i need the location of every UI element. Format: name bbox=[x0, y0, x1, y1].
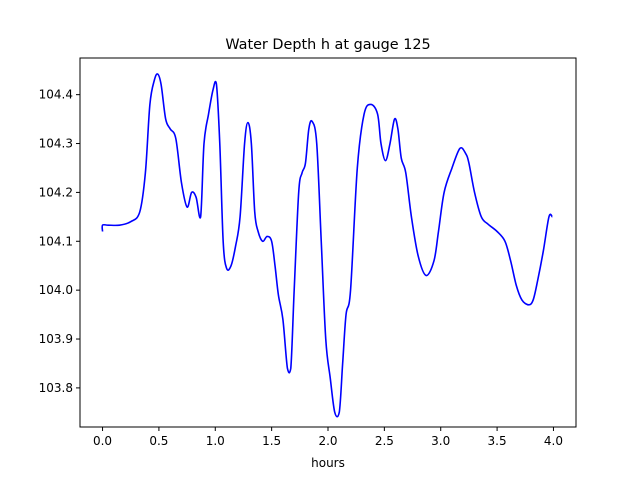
plot-area bbox=[101, 73, 554, 418]
x-tick-label: 2.5 bbox=[375, 434, 394, 448]
y-tick-label: 104.0 bbox=[39, 283, 73, 297]
x-tick-label: 2.0 bbox=[318, 434, 337, 448]
y-axis-ticks: 103.8 103.9 104.0 104.1 104.2 104.3 104.4 bbox=[39, 88, 80, 395]
axes-frame bbox=[79, 57, 577, 428]
y-tick-label: 104.4 bbox=[39, 88, 73, 102]
y-tick-label: 103.8 bbox=[39, 381, 73, 395]
x-tick-label: 3.0 bbox=[431, 434, 450, 448]
x-axis-ticks: 0.0 0.5 1.0 1.5 2.0 2.5 3.0 3.5 4.0 bbox=[93, 427, 563, 448]
x-tick-label: 1.5 bbox=[262, 434, 281, 448]
x-tick-label: 0.0 bbox=[93, 434, 112, 448]
y-tick-label: 103.9 bbox=[39, 332, 73, 346]
y-tick-label: 104.1 bbox=[39, 234, 73, 248]
x-tick-label: 4.0 bbox=[544, 434, 563, 448]
series-line-0 bbox=[101, 73, 554, 418]
x-tick-label: 3.5 bbox=[488, 434, 507, 448]
chart-title: Water Depth h at gauge 125 bbox=[225, 37, 430, 53]
x-axis-label: hours bbox=[311, 456, 345, 470]
x-tick-label: 0.5 bbox=[149, 434, 168, 448]
y-tick-label: 104.2 bbox=[39, 185, 73, 199]
y-tick-label: 104.3 bbox=[39, 137, 73, 151]
x-tick-label: 1.0 bbox=[206, 434, 225, 448]
